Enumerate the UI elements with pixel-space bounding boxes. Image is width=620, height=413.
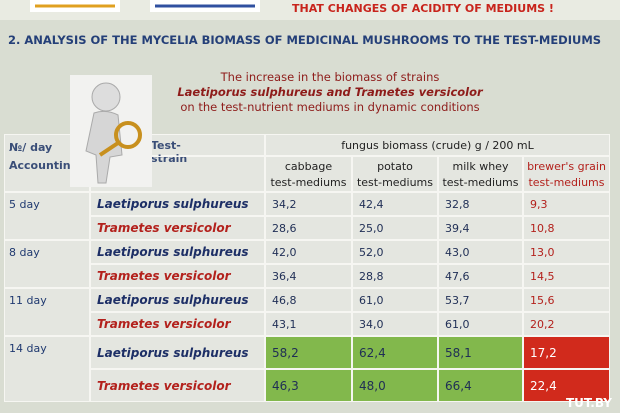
value-cell: 46,3 — [265, 369, 352, 402]
day-header-line: №/ day — [9, 141, 53, 154]
day-label: 5 day — [4, 192, 90, 240]
strain-name: Laetiporus sulphureus — [90, 240, 265, 264]
value-cell: 10,8 — [523, 216, 610, 240]
value-cell: 39,4 — [438, 216, 523, 240]
value-cell: 9,3 — [523, 192, 610, 216]
column-header-line: potato — [377, 160, 413, 173]
figure-icon — [70, 75, 152, 187]
value-cell: 62,4 — [352, 336, 438, 369]
day-label: 11 day — [4, 288, 90, 336]
strain-name: Trametes versicolor — [90, 264, 265, 288]
value-cell: 61,0 — [352, 288, 438, 312]
banner-text: THAT CHANGES OF ACIDITY OF MEDIUMS ! — [292, 2, 554, 15]
subtitle: The increase in the biomass of strains — [220, 70, 440, 84]
subtitle: on the test-nutrient mediums in dynamic … — [180, 100, 480, 114]
day-header-line: Accounting — [9, 159, 79, 172]
value-cell: 43,0 — [438, 240, 523, 264]
column-header-line: cabbage — [284, 160, 333, 173]
value-cell: 32,8 — [438, 192, 523, 216]
day-label: 14 day — [4, 336, 90, 402]
value-cell: 61,0 — [438, 312, 523, 336]
value-cell: 17,2 — [523, 336, 610, 369]
column-header: cabbage test-mediums — [265, 156, 352, 192]
subtitle: Laetiporus sulphureus and Trametes versi… — [177, 85, 483, 99]
column-header: milk whey test-mediums — [438, 156, 523, 192]
value-cell: 36,4 — [265, 264, 352, 288]
value-cell: 15,6 — [523, 288, 610, 312]
value-cell: 42,0 — [265, 240, 352, 264]
value-cell: 46,8 — [265, 288, 352, 312]
value-cell: 28,8 — [352, 264, 438, 288]
value-cell: 58,2 — [265, 336, 352, 369]
value-cell: 34,2 — [265, 192, 352, 216]
banner: THAT CHANGES OF ACIDITY OF MEDIUMS ! — [0, 0, 620, 20]
value-cell: 22,4 — [523, 369, 610, 402]
value-cell: 34,0 — [352, 312, 438, 336]
value-cell: 14,5 — [523, 264, 610, 288]
column-header-line: test-mediums — [356, 176, 434, 189]
value-cell: 13,0 — [523, 240, 610, 264]
value-cell: 52,0 — [352, 240, 438, 264]
strain-name: Laetiporus sulphureus — [90, 288, 265, 312]
strain-name: Trametes versicolor — [90, 312, 265, 336]
value-cell: 47,6 — [438, 264, 523, 288]
strain-name: Trametes versicolor — [90, 216, 265, 240]
value-cell: 25,0 — [352, 216, 438, 240]
strain-name: Laetiporus sulphureus — [90, 192, 265, 216]
arrows — [30, 0, 260, 12]
column-header-line: milk whey — [452, 160, 509, 173]
column-header-line: test-mediums — [442, 176, 519, 189]
section-title: 2. ANALYSIS OF THE MYCELIA BIOMASS OF ME… — [8, 33, 602, 47]
group-header: fungus biomass (crude) g / 200 mL — [265, 134, 610, 156]
value-cell: 20,2 — [523, 312, 610, 336]
strain-name: Laetiporus sulphureus — [90, 336, 265, 369]
column-header: brewer's grain test-mediums — [523, 156, 610, 192]
value-cell: 48,0 — [352, 369, 438, 402]
column-header-line: test-mediums — [528, 176, 605, 189]
strain-name: Trametes versicolor — [90, 369, 265, 402]
value-cell: 43,1 — [265, 312, 352, 336]
strain-header: Test-strain — [90, 134, 265, 165]
column-header-line: test-mediums — [270, 176, 347, 189]
day-header: №/ day Accounting — [4, 134, 90, 192]
column-header-line: brewer's grain — [527, 160, 606, 173]
column-header: potato test-mediums — [352, 156, 438, 192]
watermark: TUT.BY — [565, 396, 612, 410]
value-cell: 66,4 — [438, 369, 523, 402]
value-cell: 42,4 — [352, 192, 438, 216]
day-label: 8 day — [4, 240, 90, 288]
value-cell: 58,1 — [438, 336, 523, 369]
value-cell: 53,7 — [438, 288, 523, 312]
value-cell: 28,6 — [265, 216, 352, 240]
